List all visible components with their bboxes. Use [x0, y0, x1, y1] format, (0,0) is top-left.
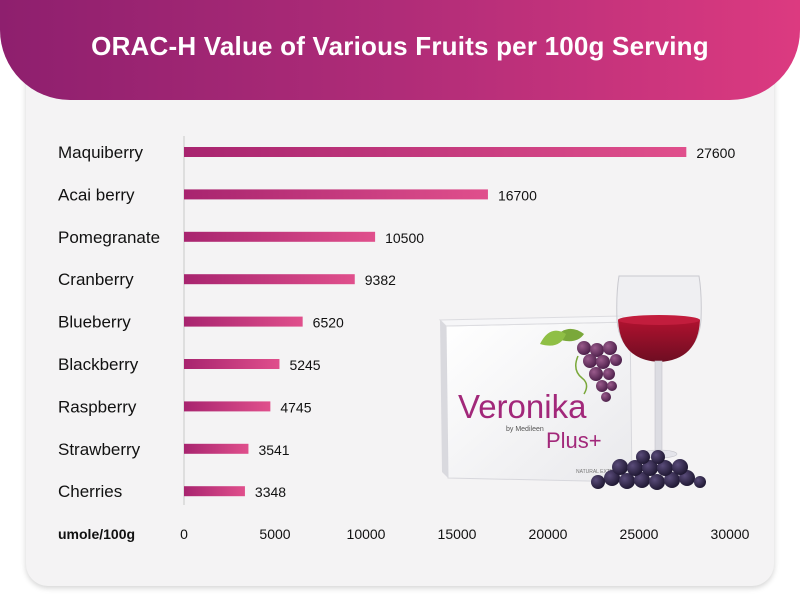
- product-brand-plus: Plus+: [546, 428, 602, 453]
- bar-blueberry: [184, 316, 303, 327]
- value-label: 5245: [289, 357, 320, 373]
- category-label: Pomegranate: [58, 228, 160, 247]
- bar-strawberry: [184, 443, 249, 454]
- x-tick-label: 5000: [259, 526, 290, 542]
- value-label: 9382: [365, 272, 396, 288]
- wine-glass-icon: [616, 275, 702, 459]
- bar-raspberry: [184, 401, 271, 412]
- bar-cherries: [184, 486, 245, 497]
- x-tick-label: 0: [180, 526, 188, 542]
- bar-maquiberry: [184, 147, 687, 157]
- value-label: 3348: [255, 484, 286, 500]
- value-label: 6520: [313, 315, 344, 331]
- value-label: 27600: [696, 145, 735, 161]
- x-tick-label: 20000: [529, 526, 568, 542]
- grape-cluster-icon: [577, 341, 622, 402]
- bar-acai-berry: [184, 189, 488, 200]
- x-axis-label: umole/100g: [58, 526, 135, 542]
- category-label: Acai berry: [58, 185, 135, 204]
- product-brand-sub: by Medileen: [506, 426, 544, 433]
- category-label: Strawberry: [58, 440, 141, 459]
- value-label: 10500: [385, 230, 424, 246]
- bar-pomegranate: [184, 231, 376, 242]
- bar-blackberry: [184, 359, 280, 369]
- category-label: Blueberry: [58, 313, 131, 332]
- category-label: Raspberry: [58, 397, 137, 416]
- berries-pile-icon: [591, 450, 706, 490]
- x-tick-label: 15000: [438, 526, 477, 542]
- chart-title: ORAC-H Value of Various Fruits per 100g …: [91, 31, 709, 61]
- product-small-text: NATURAL EXTRACT: [576, 469, 624, 475]
- category-label: Cherries: [58, 482, 122, 501]
- category-label: Cranberry: [58, 270, 134, 289]
- x-tick-label: 10000: [347, 526, 386, 542]
- product-brand-name: Veronika: [458, 388, 587, 425]
- title-banner: [0, 0, 800, 100]
- product-image: Veronika by Medileen Plus+ NATURAL EXTRA…: [438, 275, 706, 490]
- bar-cranberry: [184, 274, 355, 285]
- x-tick-label: 25000: [620, 526, 659, 542]
- value-label: 3541: [258, 442, 289, 458]
- value-label: 4745: [280, 399, 311, 415]
- category-label: Blackberry: [58, 355, 139, 374]
- value-label: 16700: [498, 187, 537, 203]
- x-tick-label: 30000: [711, 526, 750, 542]
- category-label: Maquiberry: [58, 143, 144, 162]
